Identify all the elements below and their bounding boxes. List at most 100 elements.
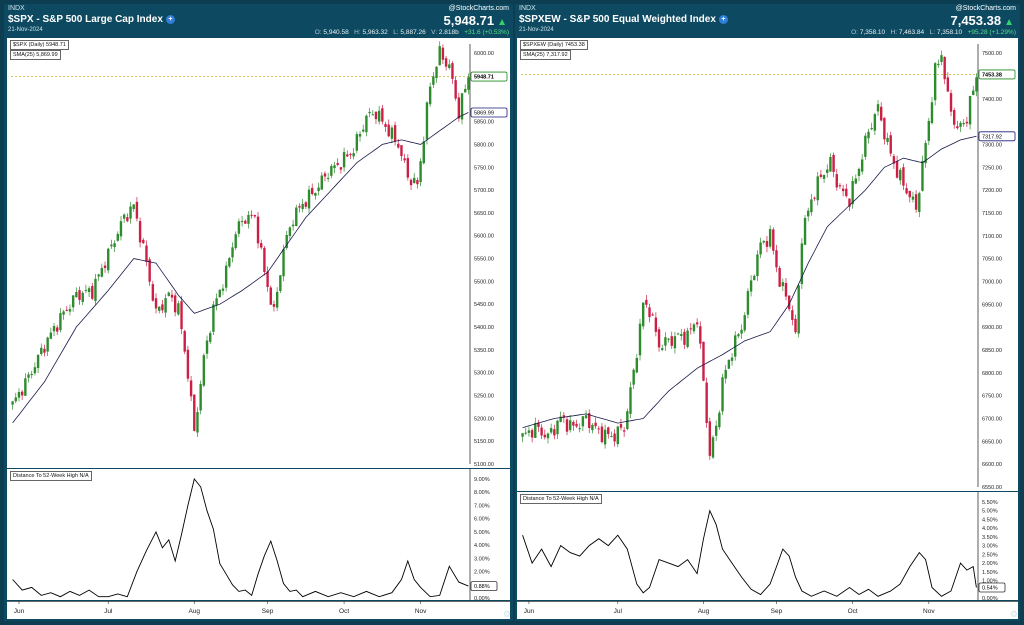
candle-body xyxy=(753,275,756,281)
candle-body xyxy=(269,287,272,305)
y-tick-label: 5.50% xyxy=(982,500,998,506)
candle-body xyxy=(387,124,390,137)
candle-body xyxy=(975,77,978,92)
candle-body xyxy=(568,420,572,431)
open-value: 7,358.10 xyxy=(859,29,886,36)
ohlc-readout: O: 7,358.10 H: 7,463.84 L: 7,358.10 +95.… xyxy=(851,29,1016,36)
candle-body xyxy=(819,174,823,177)
candle-body xyxy=(253,215,257,217)
candle-body xyxy=(807,210,810,217)
y-tick-label: 6800.00 xyxy=(982,371,1002,377)
candle-body xyxy=(221,288,225,291)
candle-body xyxy=(892,156,896,164)
candle-body xyxy=(62,311,65,315)
candle-body xyxy=(673,336,677,349)
sma-legend: SMA(25) 7,317.92 xyxy=(520,50,571,60)
candle-body xyxy=(186,349,190,379)
candle-body xyxy=(648,307,651,318)
gear-icon[interactable]: ⚙ xyxy=(1009,609,1018,619)
candle-body xyxy=(635,357,639,373)
indicator-legend: Distance To 52-Week High N/A xyxy=(520,494,602,504)
candle-body xyxy=(177,303,180,315)
indicator-chart-svg[interactable]: 0.00%0.50%1.00%1.50%2.00%2.50%3.00%3.50%… xyxy=(517,492,1018,602)
candle-body xyxy=(940,55,943,62)
indicator-tag-text: 0.88% xyxy=(474,584,490,590)
candle-body xyxy=(326,177,330,179)
indicator-tag: 0.54% xyxy=(978,582,1006,593)
candle-body xyxy=(425,102,429,140)
candle-body xyxy=(209,333,212,342)
candle-body xyxy=(365,115,368,133)
x-tick-label: Nov xyxy=(923,608,935,615)
sma-tag: 5869.99 xyxy=(470,107,508,118)
candle-body xyxy=(664,337,667,346)
candle-body xyxy=(933,63,937,101)
indicator-pane[interactable]: 0.00%1.00%2.00%3.00%4.00%5.00%6.00%7.00%… xyxy=(7,469,510,602)
candle-body xyxy=(727,359,731,369)
indicator-legend-text: Distance To 52-Week High xyxy=(13,473,78,479)
candle-body xyxy=(657,329,661,348)
candle-body xyxy=(215,298,218,306)
chart-title[interactable]: $SPX - S&P 500 Large Cap Index + xyxy=(8,14,175,25)
candle-body xyxy=(876,104,880,112)
y-tick-label: 7000.00 xyxy=(982,279,1002,285)
candle-body xyxy=(444,58,448,67)
candle-body xyxy=(676,333,680,335)
x-tick-label: Nov xyxy=(415,608,427,615)
candle-body xyxy=(24,378,27,396)
info-circle-icon[interactable]: + xyxy=(718,15,728,24)
price-pane[interactable]: 5100.00 5150.00 5200.00 5250.00 5300.00 5350.… xyxy=(7,38,510,468)
change-value: +95.28 (+1.29%) xyxy=(967,29,1016,36)
candle-body xyxy=(135,201,139,219)
candle-body xyxy=(59,313,62,331)
candle-body xyxy=(972,90,975,95)
price-chart-svg[interactable]: 6550.00 6600.00 6650.00 6700.00 6750.00 6800.… xyxy=(517,38,1018,491)
indicator-chart-svg[interactable]: 0.00%1.00%2.00%3.00%4.00%5.00%6.00%7.00%… xyxy=(7,469,510,602)
up-triangle-icon: ▲ xyxy=(1004,17,1014,28)
y-tick-label: 9.00% xyxy=(474,477,490,483)
gear-icon[interactable]: ⚙ xyxy=(502,609,511,619)
candle-body xyxy=(711,437,715,458)
candle-body xyxy=(540,427,543,436)
info-circle-icon[interactable]: + xyxy=(165,15,175,24)
candle-body xyxy=(30,373,33,376)
candle-body xyxy=(537,422,540,427)
candle-body xyxy=(521,433,524,437)
candle-body xyxy=(314,192,317,196)
candle-body xyxy=(75,292,78,298)
indicator-pane[interactable]: 0.00%0.50%1.00%1.50%2.00%2.50%3.00%3.50%… xyxy=(517,492,1018,602)
chart-title-text[interactable]: $SPX - S&P 500 Large Cap Index xyxy=(8,14,163,25)
candle-body xyxy=(768,229,772,247)
candle-body xyxy=(870,128,873,130)
exchange-label: INDX xyxy=(8,5,25,12)
candle-body xyxy=(100,267,104,277)
y-tick-label: 5.00% xyxy=(474,530,490,536)
candle-body xyxy=(800,243,804,285)
indicator-na: N/A xyxy=(589,496,599,502)
candle-body xyxy=(826,169,829,173)
candle-body xyxy=(921,160,924,191)
price-pane[interactable]: 6550.00 6600.00 6650.00 6700.00 6750.00 6800.… xyxy=(517,38,1018,491)
candle-body xyxy=(78,290,81,300)
price-chart-svg[interactable]: 5100.00 5150.00 5200.00 5250.00 5300.00 5350.… xyxy=(7,38,510,468)
candle-body xyxy=(138,221,142,243)
candle-body xyxy=(787,295,791,310)
last-price-tag-text: 5948.71 xyxy=(474,75,494,81)
candle-body xyxy=(708,421,712,456)
chart-title-text[interactable]: $SPXEW - S&P 500 Equal Weighted Index xyxy=(519,14,716,25)
candle-body xyxy=(49,332,53,339)
candle-body xyxy=(148,259,151,282)
candle-body xyxy=(103,265,107,268)
candle-body xyxy=(409,179,413,186)
chart-title[interactable]: $SPXEW - S&P 500 Equal Weighted Index + xyxy=(519,14,728,25)
candle-body xyxy=(527,430,531,433)
candle-body xyxy=(905,188,908,194)
candle-body xyxy=(71,295,75,308)
y-tick-label: 7150.00 xyxy=(982,211,1002,217)
candle-body xyxy=(797,285,800,334)
candle-body xyxy=(714,425,718,436)
low-value: 7,358.10 xyxy=(936,29,963,36)
y-tick-label: 6550.00 xyxy=(982,485,1002,491)
candle-body xyxy=(333,165,336,169)
candle-body xyxy=(724,369,727,379)
